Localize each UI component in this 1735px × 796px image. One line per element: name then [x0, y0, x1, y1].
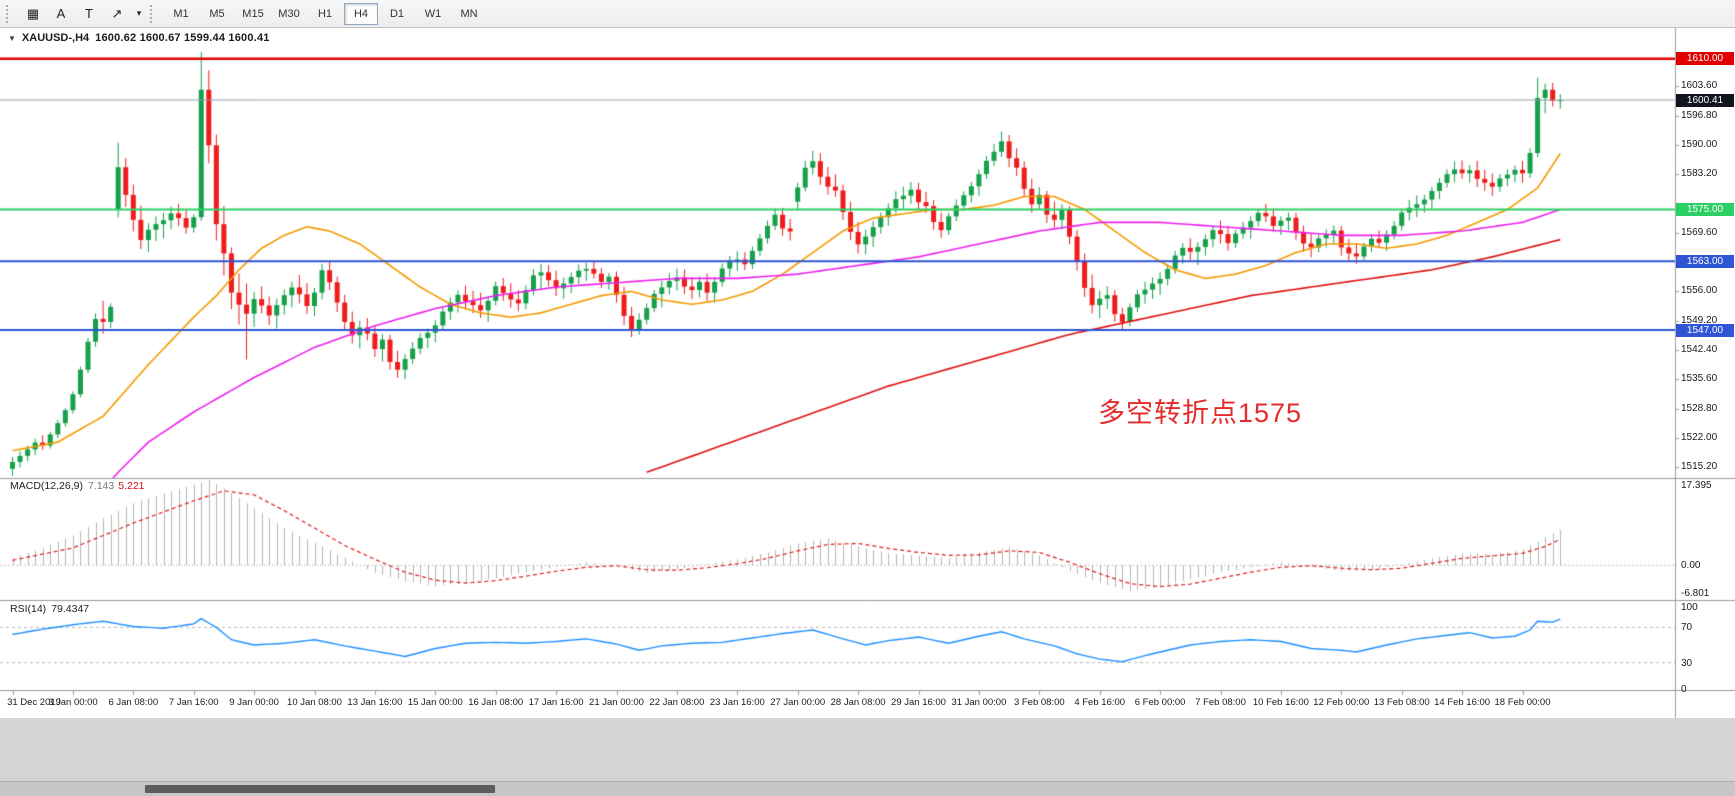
chart-window: ▼ XAUUSD-,H4 1600.62 1600.67 1599.44 160… [0, 28, 1735, 718]
price-axis-label: 1596.80 [1681, 109, 1718, 121]
rsi-axis-label: 100 [1681, 602, 1698, 613]
rsi-value: 79.4347 [51, 603, 90, 615]
chart-title: ▼ XAUUSD-,H4 1600.62 1600.67 1599.44 160… [8, 32, 270, 44]
macd-indicator-header: MACD(12,26,9) 7.143 5.221 [10, 480, 145, 492]
draw-arrow-tool-icon[interactable]: ↗ [111, 5, 123, 21]
timeframe-button-h1[interactable]: H1 [317, 7, 333, 20]
rsi-label: RSI(14) [10, 603, 47, 615]
price-axis-label: 1556.00 [1681, 285, 1718, 297]
time-axis-label: 13 Feb 08:00 [1373, 697, 1430, 708]
time-axis-label: 4 Feb 16:00 [1074, 697, 1126, 708]
price-axis-label: 1515.20 [1681, 461, 1718, 473]
timeframe-button-w1[interactable]: W1 [424, 7, 442, 20]
time-axis-label: 13 Jan 16:00 [347, 697, 403, 708]
time-axis-label: 17 Jan 16:00 [528, 697, 584, 708]
price-axis-label: 1583.20 [1681, 168, 1718, 180]
time-axis-label: 3 Jan 00:00 [48, 697, 98, 708]
timeframe-button-m15[interactable]: M15 [242, 7, 264, 20]
macd-axis-label: 0.00 [1681, 560, 1701, 572]
toolbar-grip [6, 4, 13, 23]
timeframe-button-m30[interactable]: M30 [278, 7, 300, 20]
time-axis-label: 7 Jan 16:00 [168, 697, 219, 708]
horizontal-scrollbar[interactable] [0, 781, 1735, 796]
time-axis-label: 15 Jan 00:00 [407, 697, 463, 708]
price-level-badge-161000: 1610.00 [1676, 52, 1734, 66]
price-axis-label: 1528.80 [1681, 402, 1718, 414]
macd-signal-value: 5.221 [118, 480, 145, 492]
timeframe-button-m5[interactable]: M5 [209, 7, 225, 20]
price-level-badge-154700: 1547.00 [1676, 323, 1734, 337]
macd-axis-label: 17.395 [1681, 480, 1712, 491]
timeframe-button-h4[interactable]: H4 [344, 2, 378, 25]
macd-axis-label: -6.801 [1681, 588, 1710, 599]
time-axis-label: 14 Feb 16:00 [1434, 697, 1491, 708]
chart-ohlc-values: 1600.62 1600.67 1599.44 1600.41 [95, 32, 270, 44]
time-axis-label: 10 Feb 16:00 [1252, 697, 1309, 708]
time-axis-label: 28 Jan 08:00 [830, 697, 886, 708]
chart-text-annotation[interactable]: 多空转折点1575 [1098, 398, 1303, 428]
price-axis-label: 1603.60 [1681, 80, 1718, 92]
time-axis-label: 21 Jan 00:00 [589, 697, 644, 708]
chart-menu-arrow[interactable]: ▼ [8, 33, 16, 43]
time-axis-label: 12 Feb 00:00 [1313, 697, 1370, 708]
time-axis-label: 3 Feb 08:00 [1013, 697, 1065, 708]
timeframe-button-m1[interactable]: M1 [173, 7, 189, 20]
price-level-badge-157500: 1575.00 [1676, 202, 1734, 216]
scrollbar-thumb[interactable] [145, 785, 495, 793]
time-axis-label: 6 Feb 00:00 [1134, 697, 1186, 708]
macd-main-value: 7.143 [87, 480, 115, 492]
time-axis-label: 9 Jan 00:00 [229, 697, 279, 708]
time-axis-label: 23 Jan 16:00 [709, 697, 765, 708]
toolbar-grip [150, 4, 157, 23]
top-toolbar: ▦ A T ↗ ▾ M1 M5 M15 M30 H1 H4 D1 W1 MN [0, 0, 1735, 28]
time-axis-label: 31 Dec 2019 [7, 697, 61, 708]
time-axis-label: 31 Jan 00:00 [951, 697, 1007, 708]
time-axis-label: 7 Feb 08:00 [1195, 697, 1246, 708]
timeframe-buttons: M1 M5 M15 M30 H1 H4 D1 W1 MN [163, 2, 487, 25]
chart-symbol-label: XAUUSD-,H4 [21, 32, 90, 44]
price-axis-label: 1549.20 [1681, 314, 1718, 326]
price-level-badge-156300: 1563.00 [1676, 254, 1734, 268]
time-axis-label: 6 Jan 08:00 [108, 697, 159, 708]
time-axis-label: 16 Jan 08:00 [468, 697, 524, 708]
rsi-indicator-header: RSI(14) 79.4347 [10, 603, 89, 615]
time-axis-label: 18 Feb 00:00 [1494, 697, 1551, 708]
price-axis-label: 1535.60 [1681, 373, 1718, 385]
chart-windows-icon[interactable]: ▦ [26, 5, 40, 21]
time-axis-label: 10 Jan 08:00 [287, 697, 342, 708]
arrow-dropdown-icon[interactable]: ▾ [136, 8, 142, 18]
text-label-tool-icon[interactable]: T [85, 6, 93, 21]
time-axis-label: 22 Jan 08:00 [649, 697, 705, 708]
price-axis-label: 1590.00 [1681, 138, 1718, 150]
price-axis-label: 1569.60 [1681, 226, 1718, 238]
price-axis-label: 1522.00 [1681, 431, 1718, 443]
price-axis-label: 1542.40 [1681, 343, 1718, 355]
rsi-axis-label: 0 [1681, 684, 1687, 695]
rsi-axis-label: 30 [1681, 657, 1693, 669]
time-axis-label: 29 Jan 16:00 [891, 697, 946, 708]
current-price-badge: 1600.41 [1676, 93, 1734, 107]
cursor-tool-icon[interactable]: A [56, 6, 66, 21]
timeframe-button-mn[interactable]: MN [460, 7, 478, 20]
macd-label: MACD(12,26,9) [10, 480, 83, 492]
workspace-background [0, 718, 1735, 796]
rsi-axis-label: 70 [1681, 622, 1693, 634]
time-axis-label: 27 Jan 00:00 [770, 697, 826, 708]
drawing-tools-group: ▦ A T ↗ ▾ [19, 2, 147, 26]
timeframe-button-d1[interactable]: D1 [389, 7, 405, 20]
price-chart-canvas[interactable] [0, 28, 1735, 718]
